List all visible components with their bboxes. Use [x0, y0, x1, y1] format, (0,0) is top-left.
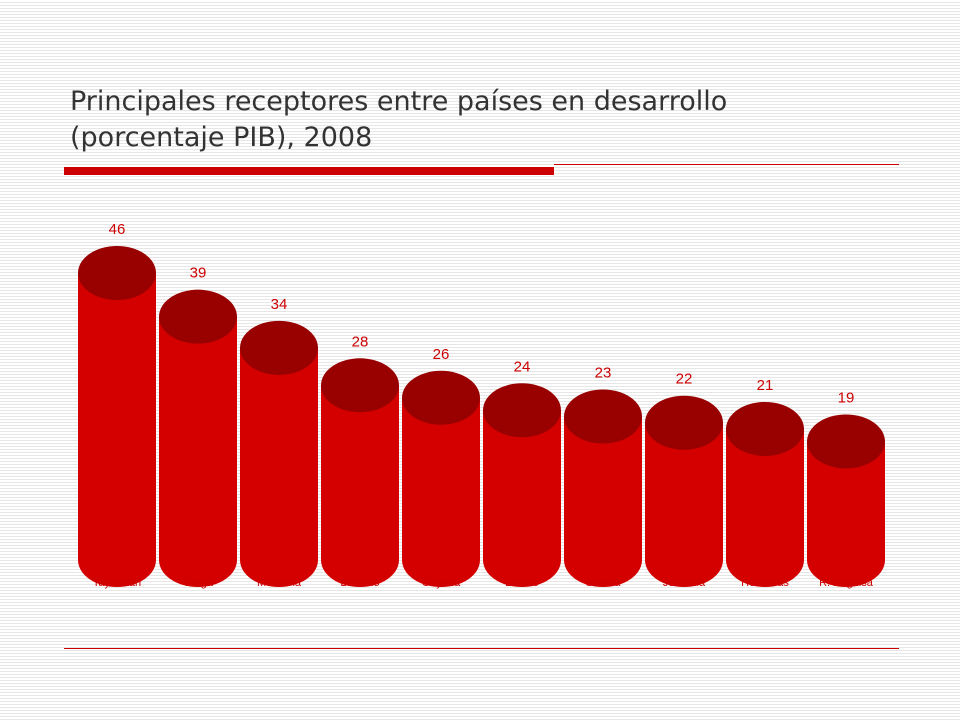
- bar-body: [726, 428, 804, 587]
- bar-tayikist-n: [78, 246, 156, 587]
- bar-top: [645, 395, 723, 450]
- bar-top: [321, 358, 399, 413]
- footer-rule: [64, 648, 899, 649]
- title-underline-thin: [554, 164, 899, 165]
- chart-bars: [78, 246, 885, 587]
- bar-top: [159, 289, 237, 344]
- bar-body: [483, 410, 561, 587]
- bar-body: [645, 422, 723, 587]
- category-label: Tayikistán: [93, 577, 141, 589]
- category-label: R. Kirguisa: [819, 577, 874, 589]
- bar-body: [321, 385, 399, 587]
- value-label: 39: [190, 265, 207, 282]
- category-label: Guyana: [422, 577, 461, 589]
- bar-honduras: [726, 401, 804, 587]
- value-label: 22: [676, 371, 693, 388]
- bar-body: [807, 441, 885, 587]
- bar-top: [807, 414, 885, 469]
- value-label: 46: [109, 221, 126, 238]
- category-label: Lesotho: [340, 577, 379, 589]
- title-underline-thick: [64, 167, 554, 175]
- bar-body: [564, 416, 642, 587]
- slide-title-line-2: (porcentaje PIB), 2008: [70, 122, 373, 153]
- bar-moldavia: [240, 320, 318, 587]
- category-label: Líbano: [505, 577, 539, 589]
- bar-lesotho: [321, 358, 399, 587]
- value-label: 34: [271, 296, 288, 313]
- bar-top: [483, 383, 561, 438]
- bar-samoa: [564, 389, 642, 587]
- bar-body: [159, 316, 237, 587]
- slide-title: Principales receptores entre países en d…: [70, 84, 930, 156]
- slide-title-line-1: Principales receptores entre países en d…: [70, 86, 728, 117]
- bar-top: [564, 389, 642, 444]
- bar-guyana: [402, 370, 480, 587]
- bar-body: [240, 347, 318, 587]
- category-label: Samoa: [586, 577, 622, 589]
- bar-body: [78, 273, 156, 587]
- bar-l-bano: [483, 383, 561, 587]
- value-label: 24: [514, 358, 531, 375]
- chart-value-labels: 46 39 34 28 26 24 23 22 21 19: [109, 221, 855, 406]
- category-label: Jordania: [663, 577, 706, 589]
- bar-r-kirguisa: [807, 414, 885, 587]
- category-label: Moldavia: [257, 577, 302, 589]
- category-label: Honduras: [741, 577, 789, 589]
- bar-top: [726, 401, 804, 456]
- bar-body: [402, 397, 480, 587]
- value-label: 23: [595, 365, 612, 382]
- chart-category-labels: Tayikistán Tonga Moldavia Lesotho Guyana Líba…: [93, 577, 874, 589]
- value-label: 26: [433, 346, 450, 363]
- value-label: 28: [352, 333, 369, 350]
- bar-top: [240, 320, 318, 375]
- category-label: Tonga: [183, 577, 214, 589]
- bar-top: [78, 246, 156, 300]
- value-label: 19: [838, 389, 855, 406]
- value-label: 21: [757, 377, 774, 394]
- bar-jordania: [645, 395, 723, 587]
- bar-tonga: [159, 289, 237, 587]
- bar-top: [402, 370, 480, 425]
